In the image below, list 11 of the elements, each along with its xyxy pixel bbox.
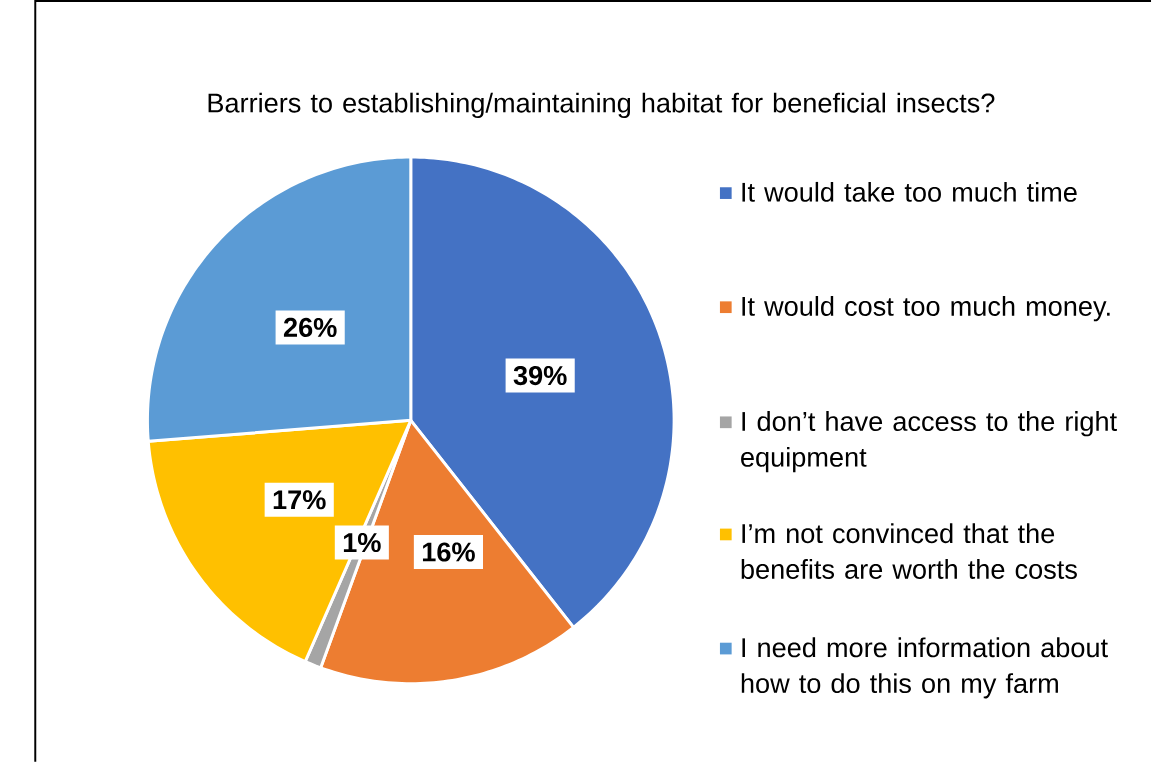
data-label: 39% [513,366,567,386]
data-label: 1% [343,533,381,553]
legend-label: It would take too much time [742,182,1077,202]
data-label: 16% [422,542,475,562]
legend-label: It would cost too much money. [742,296,1110,322]
legend-label: I don’t have access to the right equipment [741,411,1117,473]
data-label: 26% [283,318,337,338]
legend-label: I need more information about how to do this on my farm [741,637,1108,699]
legend-label: I’m not convinced that the benefits are worth the costs [741,523,1077,580]
chart-title: Barriers to establishing/maintaining habitat for beneficial insects? [208,92,995,119]
data-label: 17% [273,490,326,510]
